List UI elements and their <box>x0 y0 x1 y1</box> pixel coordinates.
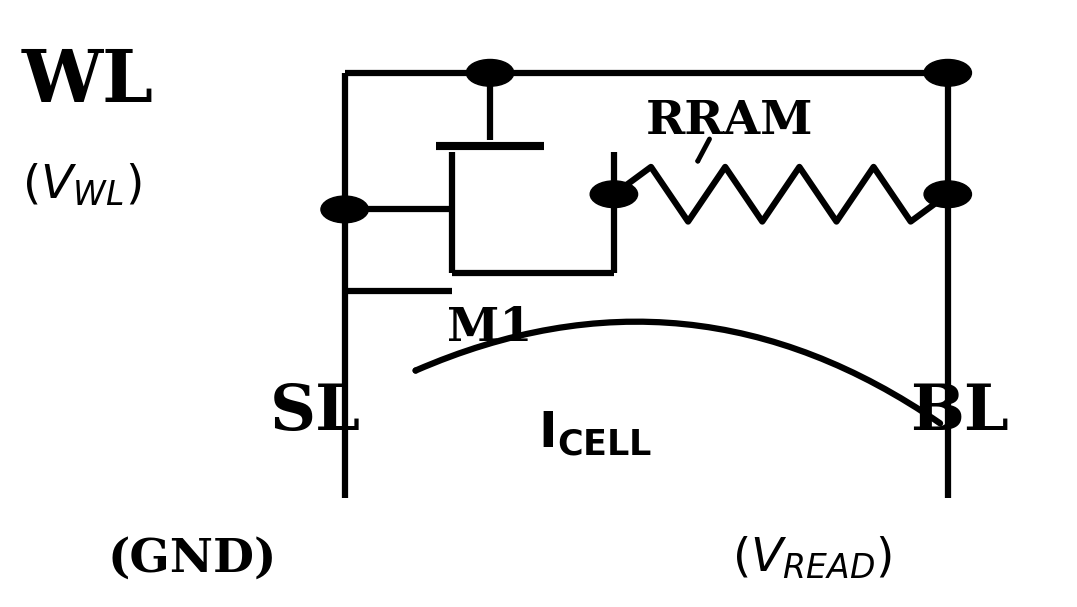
Text: SL: SL <box>269 382 360 443</box>
Circle shape <box>466 59 514 86</box>
Circle shape <box>590 181 638 208</box>
Circle shape <box>321 196 368 223</box>
Text: $(V_{WL})$: $(V_{WL})$ <box>22 162 141 208</box>
Circle shape <box>924 181 971 208</box>
Text: $\mathbf{I_{CELL}}$: $\mathbf{I_{CELL}}$ <box>538 410 653 458</box>
FancyArrowPatch shape <box>416 322 940 423</box>
Text: WL: WL <box>22 47 154 117</box>
FancyArrowPatch shape <box>698 139 710 161</box>
Text: RRAM: RRAM <box>646 98 814 144</box>
Text: $(V_{READ})$: $(V_{READ})$ <box>732 535 893 582</box>
Text: (GND): (GND) <box>108 535 277 582</box>
Text: BL: BL <box>910 382 1009 443</box>
Text: M1: M1 <box>447 305 532 351</box>
Circle shape <box>924 59 971 86</box>
